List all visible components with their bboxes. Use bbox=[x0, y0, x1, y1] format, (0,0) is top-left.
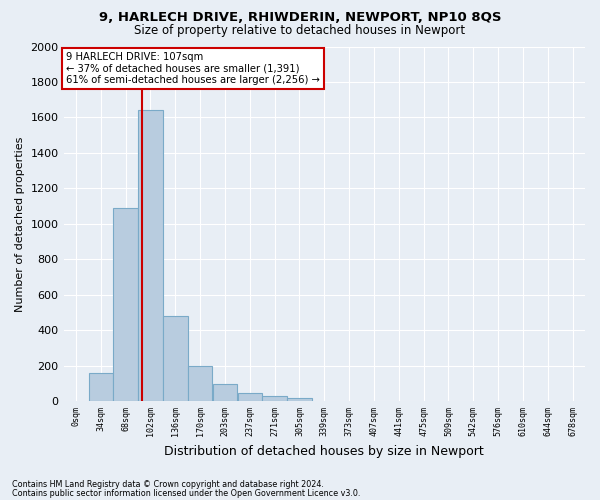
Bar bbox=[163, 316, 188, 402]
Text: 9 HARLECH DRIVE: 107sqm
← 37% of detached houses are smaller (1,391)
61% of semi: 9 HARLECH DRIVE: 107sqm ← 37% of detache… bbox=[66, 52, 320, 85]
Bar bbox=[113, 208, 138, 402]
Bar bbox=[238, 394, 262, 402]
Bar bbox=[287, 398, 311, 402]
Text: Contains public sector information licensed under the Open Government Licence v3: Contains public sector information licen… bbox=[12, 488, 361, 498]
Text: Size of property relative to detached houses in Newport: Size of property relative to detached ho… bbox=[134, 24, 466, 37]
Text: Contains HM Land Registry data © Crown copyright and database right 2024.: Contains HM Land Registry data © Crown c… bbox=[12, 480, 324, 489]
Y-axis label: Number of detached properties: Number of detached properties bbox=[15, 136, 25, 312]
Bar bbox=[188, 366, 212, 402]
Bar bbox=[213, 384, 237, 402]
Text: 9, HARLECH DRIVE, RHIWDERIN, NEWPORT, NP10 8QS: 9, HARLECH DRIVE, RHIWDERIN, NEWPORT, NP… bbox=[99, 11, 501, 24]
Bar bbox=[138, 110, 163, 402]
X-axis label: Distribution of detached houses by size in Newport: Distribution of detached houses by size … bbox=[164, 444, 484, 458]
Bar bbox=[262, 396, 287, 402]
Bar bbox=[89, 373, 113, 402]
